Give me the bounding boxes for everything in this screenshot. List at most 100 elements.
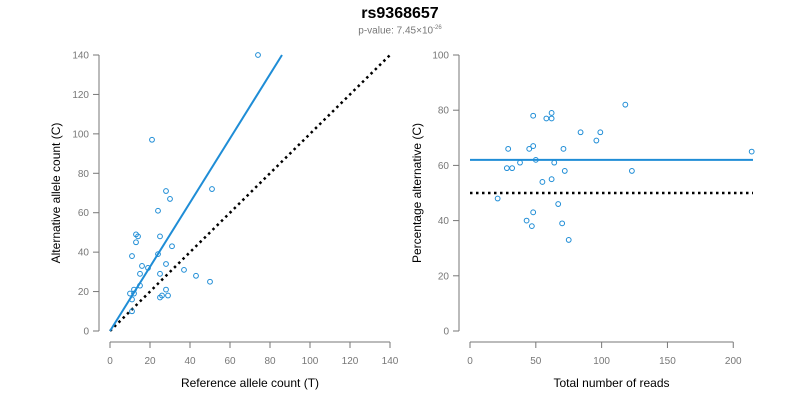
x-tick-label: 100 bbox=[593, 356, 610, 367]
y-tick-label: 60 bbox=[438, 161, 450, 172]
data-point bbox=[565, 237, 572, 243]
x-tick-label: 100 bbox=[302, 356, 319, 367]
data-point bbox=[622, 101, 629, 108]
data-point bbox=[149, 136, 155, 143]
data-point bbox=[539, 179, 546, 185]
x-tick-label: 50 bbox=[530, 356, 542, 367]
x-tick-label: 120 bbox=[342, 356, 359, 367]
y-axis-title: Alternative allele count (C) bbox=[49, 123, 63, 264]
subtitle-base: 10 bbox=[421, 25, 434, 37]
data-point bbox=[145, 265, 151, 271]
subtitle-times: × bbox=[416, 25, 422, 37]
data-point bbox=[165, 292, 171, 299]
data-point bbox=[503, 165, 510, 172]
data-point bbox=[551, 159, 558, 166]
y-tick-label: 20 bbox=[78, 287, 90, 298]
data-point bbox=[523, 217, 530, 224]
y-tick-label: 0 bbox=[443, 327, 449, 338]
y-tick-label: 40 bbox=[78, 248, 90, 259]
data-point bbox=[532, 156, 539, 163]
y-tick-label: 140 bbox=[72, 51, 89, 62]
allele-count-scatter-panel: 0 20 40 60 80 100 120 140 0 20 40 60 80 100 120 140 Refe… bbox=[49, 51, 399, 391]
y-tick-label: 0 bbox=[83, 327, 89, 338]
y-tick-label: 40 bbox=[438, 216, 450, 227]
percentage-scatter-panel: 0 50 100 150 200 0 20 40 60 80 100 Total number of … bbox=[410, 51, 755, 390]
y-tick-label: 120 bbox=[72, 90, 89, 101]
data-point bbox=[193, 272, 199, 279]
data-point bbox=[209, 186, 215, 192]
data-point bbox=[255, 52, 261, 58]
data-point bbox=[133, 239, 139, 246]
x-tick-label: 140 bbox=[382, 356, 399, 367]
subtitle-prefix: p-value: 7.45 bbox=[358, 25, 417, 37]
data-point bbox=[129, 253, 135, 259]
data-point bbox=[555, 201, 562, 207]
y-tick-label: 100 bbox=[432, 51, 449, 62]
data-point bbox=[129, 308, 135, 315]
y-tick-label: 20 bbox=[438, 271, 450, 282]
data-point bbox=[548, 110, 555, 116]
x-axis-title: Reference allele count (T) bbox=[181, 376, 319, 390]
data-point bbox=[135, 233, 141, 240]
data-point bbox=[528, 223, 535, 230]
y-tick-label: 80 bbox=[78, 169, 90, 180]
data-point bbox=[543, 115, 550, 122]
y-tick-label: 60 bbox=[78, 208, 90, 219]
fit-line bbox=[109, 54, 283, 332]
x-tick-label: 60 bbox=[224, 356, 236, 367]
data-point bbox=[155, 207, 161, 214]
data-point bbox=[157, 270, 163, 277]
x-tick-label: 150 bbox=[659, 356, 676, 367]
data-point bbox=[517, 159, 523, 166]
data-point bbox=[137, 282, 143, 289]
data-point bbox=[561, 168, 568, 174]
data-point bbox=[530, 209, 537, 216]
y-tick-label: 80 bbox=[438, 106, 450, 117]
y-tick-label: 100 bbox=[72, 129, 89, 140]
data-point bbox=[597, 129, 604, 136]
data-point bbox=[593, 137, 600, 144]
data-point bbox=[157, 233, 163, 240]
x-tick-label: 0 bbox=[107, 356, 113, 367]
x-tick-label: 40 bbox=[184, 356, 196, 367]
subtitle-exponent: -26 bbox=[433, 25, 442, 31]
data-point bbox=[181, 266, 187, 273]
data-point bbox=[530, 143, 537, 149]
chart-title: rs9368657 bbox=[361, 5, 439, 22]
x-tick-label: 80 bbox=[264, 356, 276, 367]
data-point bbox=[131, 286, 137, 293]
data-point bbox=[139, 263, 145, 269]
y-axis-title: Percentage alternative (C) bbox=[410, 123, 424, 263]
data-point bbox=[163, 261, 169, 267]
data-point bbox=[127, 290, 133, 297]
chart-subtitle: p-value: 7.45×10-26 bbox=[0, 25, 800, 36]
data-point bbox=[163, 286, 169, 293]
x-axis-title: Total number of reads bbox=[553, 376, 669, 390]
data-point bbox=[509, 165, 516, 172]
data-point bbox=[131, 290, 137, 297]
data-point bbox=[157, 294, 163, 301]
data-point bbox=[548, 115, 555, 122]
data-point bbox=[577, 129, 584, 136]
x-tick-label: 20 bbox=[144, 356, 156, 367]
data-point bbox=[129, 296, 135, 303]
data-point bbox=[560, 145, 567, 152]
data-point bbox=[559, 220, 566, 227]
data-point bbox=[207, 278, 213, 285]
data-point bbox=[526, 145, 533, 152]
data-point bbox=[494, 195, 501, 202]
data-point bbox=[169, 243, 175, 250]
reference-line bbox=[109, 54, 391, 332]
x-tick-label: 200 bbox=[725, 356, 742, 367]
data-point bbox=[548, 176, 555, 183]
data-point bbox=[155, 251, 161, 258]
data-point bbox=[137, 270, 143, 277]
data-point bbox=[505, 145, 512, 152]
data-point bbox=[748, 148, 755, 155]
data-point bbox=[167, 196, 173, 202]
x-tick-label: 0 bbox=[467, 356, 473, 367]
data-point bbox=[629, 168, 635, 174]
data-point bbox=[530, 112, 537, 119]
data-point bbox=[163, 188, 169, 194]
